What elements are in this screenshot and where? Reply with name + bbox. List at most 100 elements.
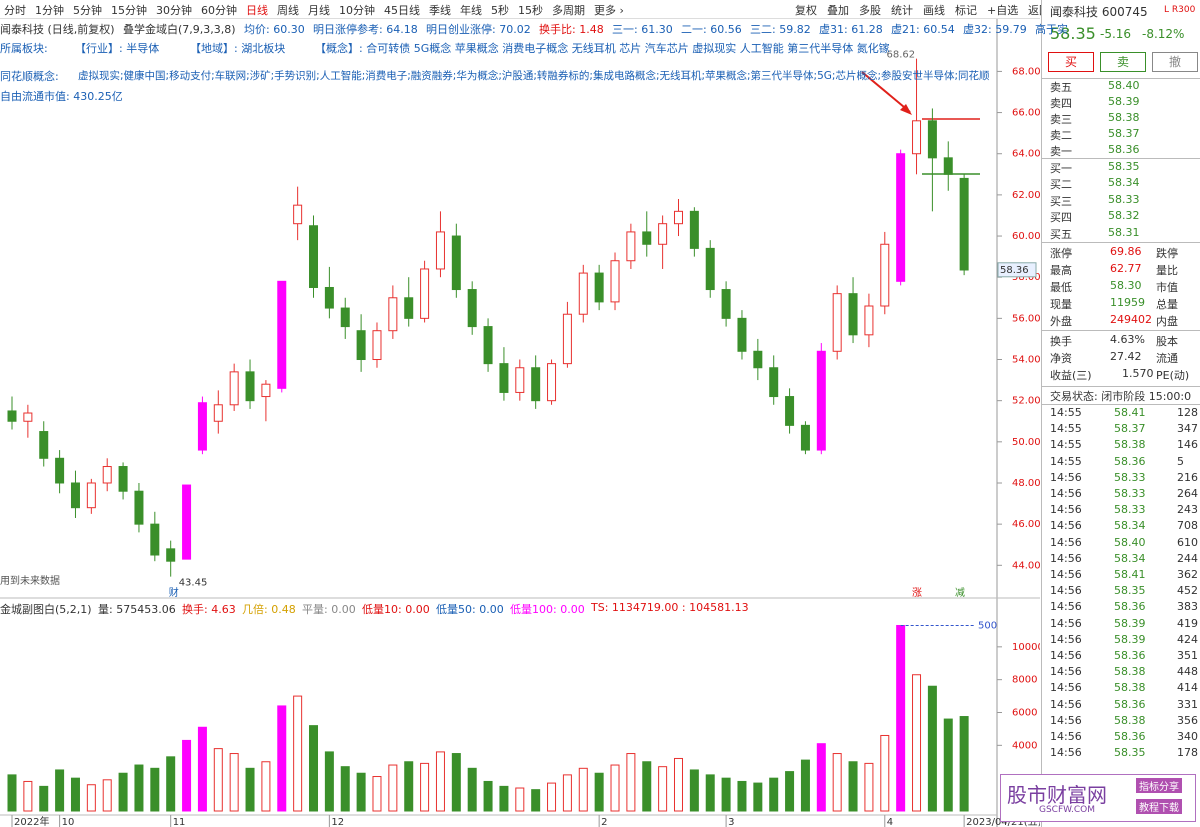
tool-button[interactable]: +自选 (987, 4, 1019, 17)
y-tick-label: 8000 (1012, 675, 1037, 686)
period-tab[interactable]: 分时 (4, 4, 26, 17)
trade-time: 14:55 (1050, 438, 1082, 452)
book-price: 58.38 (1108, 111, 1140, 124)
divider (1042, 386, 1200, 387)
period-tab[interactable]: 多周期 (552, 4, 585, 17)
date-label: 2 (601, 817, 607, 827)
trade-price: 58.38 (1114, 681, 1146, 695)
stat-value: 62.77 (1110, 262, 1142, 275)
period-tab[interactable]: 5分钟 (73, 4, 102, 17)
tool-button[interactable]: 叠加 (827, 4, 849, 17)
trade-price: 58.41 (1114, 406, 1146, 419)
stock-name: 闻泰科技 600745 (1050, 5, 1148, 19)
candle-body (102, 466, 112, 484)
period-tab[interactable]: 年线 (460, 4, 482, 17)
period-tab[interactable]: 45日线 (384, 4, 420, 17)
tool-button[interactable]: 画线 (923, 4, 945, 17)
volume-bar (673, 757, 683, 812)
trade-time: 14:55 (1050, 454, 1082, 468)
period-tab[interactable]: 5秒 (491, 4, 509, 17)
info-item: 高于实 (1035, 23, 1068, 36)
book-label: 买四 (1050, 211, 1072, 225)
book-label: 卖五 (1050, 81, 1072, 94)
candle-body (340, 307, 350, 328)
volume-bar (197, 726, 207, 812)
tool-button[interactable]: 多股 (859, 4, 881, 17)
tool-button[interactable]: 复权 (795, 4, 817, 17)
future-note: 用到未来数据 (0, 574, 60, 587)
volume-header-item: TS: 1134719.00 : 104581.13 (591, 601, 749, 614)
trade-volume: 419 (1177, 616, 1198, 630)
period-tab[interactable]: 15分钟 (111, 4, 147, 17)
trade-volume: 610 (1177, 535, 1198, 549)
period-tab[interactable]: 30分钟 (156, 4, 192, 17)
date-label: 4 (887, 817, 893, 827)
period-tab[interactable]: 15秒 (518, 4, 543, 17)
trade-time: 14:55 (1050, 406, 1082, 419)
period-tab[interactable]: 1分钟 (35, 4, 64, 17)
trade-button[interactable]: 卖 (1100, 52, 1146, 72)
book-price: 58.34 (1108, 176, 1140, 190)
book-price: 58.32 (1108, 209, 1140, 223)
candle-body (451, 235, 461, 291)
period-tab[interactable]: 更多 › (594, 4, 624, 17)
candle-body (7, 410, 17, 422)
trade-volume: 383 (1177, 600, 1198, 614)
trade-time: 14:56 (1050, 503, 1082, 517)
y-tick-label: 6000 (1012, 708, 1037, 719)
period-tab[interactable]: 10分钟 (339, 4, 375, 17)
candle-body (261, 383, 271, 398)
period-tab[interactable]: 周线 (277, 4, 299, 17)
watermark-site: 股市财富网 (1007, 783, 1107, 807)
trade-price: 58.39 (1114, 616, 1146, 630)
volume-header-item: 几倍: 0.48 (242, 603, 296, 616)
volume-bar (864, 762, 874, 812)
candle-body (848, 293, 858, 336)
toolbar: 分时 1分钟 5分钟 15分钟 30分钟 60分钟 日线 周线 月线 10分钟 45日线 季线 年线 5秒… (0, 0, 1050, 19)
trade-price: 58.33 (1114, 487, 1146, 500)
candle-body (70, 482, 80, 509)
candle-body (39, 431, 49, 459)
trade-button[interactable]: 买 (1048, 52, 1094, 72)
candle-body (547, 363, 557, 402)
volume-bar (340, 766, 350, 812)
period-tab[interactable]: 60分钟 (201, 4, 237, 17)
candle-body (324, 286, 334, 309)
tool-button[interactable]: 统计 (891, 4, 913, 17)
volume-bar (277, 705, 287, 812)
y-tick-label: 64.00 (1012, 149, 1040, 160)
volume-bar (562, 774, 572, 812)
volume-bar (182, 739, 192, 812)
volume-bar (832, 753, 842, 812)
y-tick-label: 50.00 (1012, 437, 1040, 448)
candle-body (404, 297, 414, 319)
y-tick-label: 54.00 (1012, 355, 1040, 366)
tool-button[interactable]: 标记 (955, 4, 977, 17)
volume-bar (7, 774, 17, 812)
volume-bar (23, 780, 33, 812)
y-tick-label: 56.00 (1012, 313, 1040, 324)
trade-price: 58.38 (1114, 438, 1146, 452)
stat-value: 11959 (1110, 296, 1145, 309)
watermark-tag: 教程下载 (1136, 799, 1182, 814)
stat-value: 27.42 (1110, 350, 1142, 363)
period-tab[interactable]: 季线 (429, 4, 451, 17)
period-tab[interactable]: 月线 (308, 4, 330, 17)
volume-bar (118, 772, 128, 812)
info-item: 虚31: 61.28 (819, 23, 883, 36)
info-item: 虚21: 60.54 (891, 23, 955, 36)
candle-body (610, 260, 620, 303)
volume-bar (166, 756, 176, 812)
mark-icon: 财 (169, 586, 179, 599)
trade-price: 58.35 (1114, 746, 1146, 760)
candle-body (293, 204, 303, 225)
period-tab[interactable]: 日线 (246, 4, 268, 17)
stat-label: 收益(三) (1050, 369, 1092, 382)
volume-bar (388, 764, 398, 812)
date-label: 3 (728, 817, 734, 827)
trade-button[interactable]: 撤 (1152, 52, 1198, 72)
candle-body (753, 350, 763, 369)
y-tick-label: 60.00 (1012, 231, 1040, 242)
volume-bar (515, 787, 525, 812)
trade-time: 14:56 (1050, 697, 1082, 711)
